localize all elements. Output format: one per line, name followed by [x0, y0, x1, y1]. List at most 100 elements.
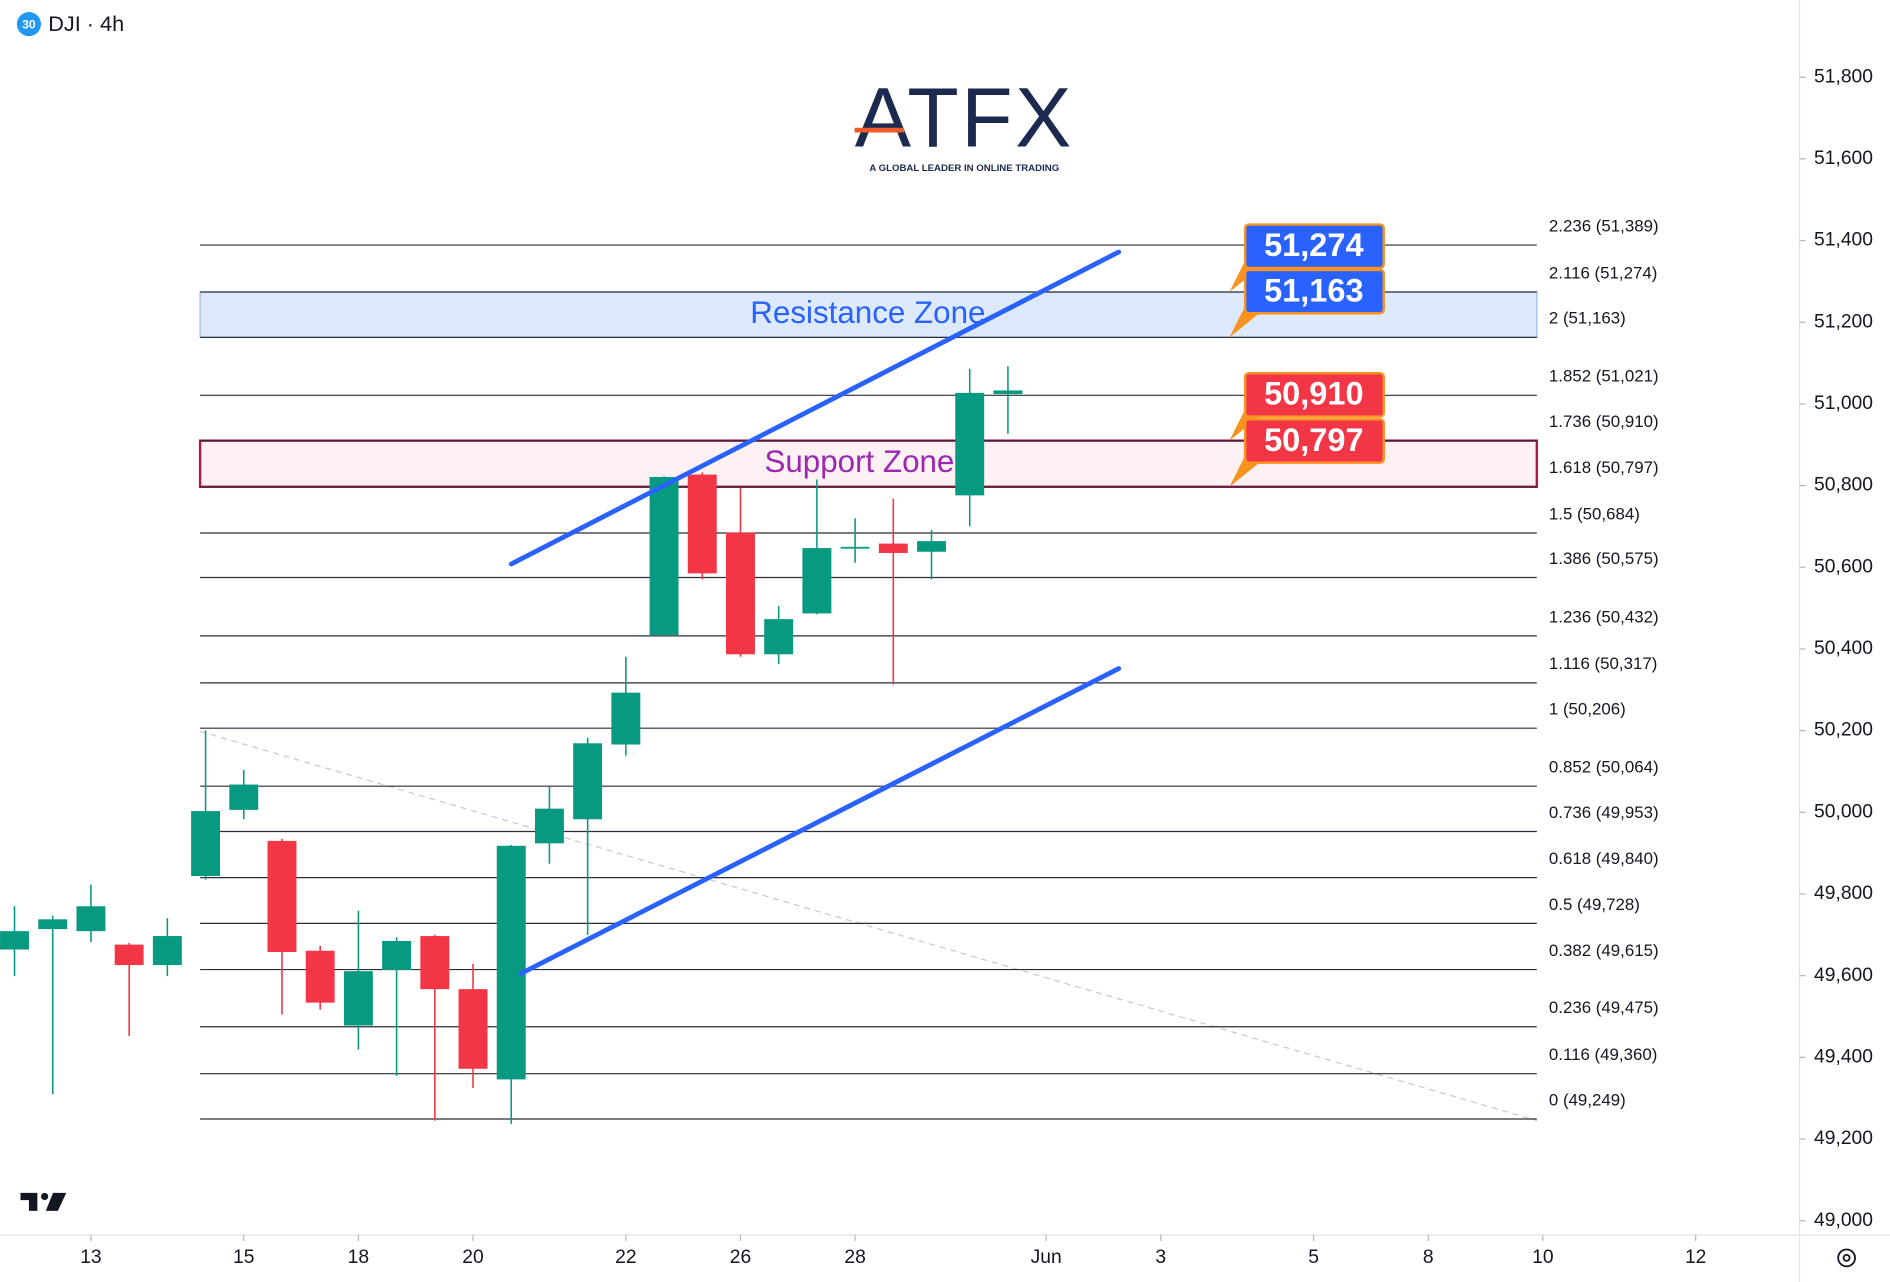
price-tag	[1243, 268, 1385, 315]
fib-label: 0.236 (49,475)	[1549, 998, 1659, 1017]
candle-body	[152, 936, 182, 966]
candle-body	[458, 989, 488, 1069]
fib-label: 2 (51,163)	[1549, 309, 1626, 328]
fib-label: 0.852 (50,064)	[1549, 758, 1659, 777]
x-tick-label: 3	[1155, 1247, 1166, 1268]
candle-body	[573, 743, 603, 820]
logo: ATFX	[855, 70, 1074, 164]
zone-label: Support Zone	[764, 444, 954, 479]
candle-body	[0, 931, 29, 950]
fib-label: 2.116 (51,274)	[1549, 263, 1657, 282]
price-tag-label: 50,910	[1264, 376, 1363, 412]
candle-body	[38, 919, 68, 930]
fib-label: 2.236 (51,389)	[1549, 216, 1659, 235]
y-tick-label: 49,600	[1814, 965, 1873, 986]
fib-label: 1.236 (50,432)	[1549, 607, 1659, 626]
x-tick-label: 13	[80, 1247, 101, 1268]
price-tag-label: 51,274	[1264, 227, 1363, 263]
y-tick-label: 49,800	[1814, 883, 1873, 904]
candle-body	[955, 392, 985, 496]
x-tick-label: 8	[1423, 1247, 1434, 1268]
fib-label: 1.736 (50,910)	[1549, 412, 1659, 431]
candle-body	[764, 619, 794, 655]
y-tick-label: 49,000	[1814, 1210, 1873, 1231]
trend-line	[508, 249, 1122, 567]
fib-label: 0.618 (49,840)	[1549, 849, 1659, 868]
candle-body	[802, 548, 832, 614]
zone-label: Resistance Zone	[750, 295, 985, 330]
logo-tagline: A GLOBAL LEADER IN ONLINE TRADING	[869, 163, 1059, 174]
price-tag	[1243, 418, 1385, 464]
plot-area: Resistance Zone Support Zone 2.236 (51,389…	[0, 216, 1659, 1124]
y-tick-label: 50,800	[1814, 475, 1873, 496]
candle-body	[305, 950, 335, 1003]
fib-label: 1.852 (51,021)	[1549, 367, 1659, 386]
candle-body	[840, 546, 870, 549]
y-tick-label: 51,600	[1814, 148, 1873, 169]
y-tick-label: 51,200	[1814, 311, 1873, 332]
fib-label: 1.386 (50,575)	[1549, 549, 1659, 568]
guide-line	[200, 730, 1538, 1122]
y-tick-label: 50,000	[1814, 801, 1873, 822]
trend-line	[518, 666, 1122, 977]
candle-body	[343, 971, 373, 1026]
x-tick-label: 22	[615, 1247, 636, 1268]
settings-center[interactable]	[1842, 1253, 1851, 1262]
candle-body	[76, 906, 106, 932]
y-tick-label: 50,600	[1814, 556, 1873, 577]
price-tag-label: 50,797	[1264, 422, 1363, 458]
badge-text: 30	[22, 17, 36, 31]
fib-label: 1.618 (50,797)	[1549, 458, 1659, 477]
candle-body	[611, 692, 641, 745]
settings-ring[interactable]	[1837, 1248, 1856, 1268]
tv-logo-part	[45, 1192, 67, 1211]
candle-body	[191, 811, 221, 877]
symbol[interactable]: DJI · 4h	[48, 11, 124, 36]
x-tick-label: 12	[1685, 1247, 1706, 1268]
x-tick-label: 20	[462, 1247, 483, 1268]
candle-body	[534, 808, 564, 844]
fib-label: 0 (49,249)	[1549, 1090, 1626, 1109]
candle-body	[382, 940, 412, 970]
candle-body	[420, 936, 450, 990]
candle-body	[993, 390, 1023, 395]
price-tag	[1243, 223, 1385, 270]
x-tick-label: 15	[233, 1247, 254, 1268]
y-tick-label: 49,200	[1814, 1128, 1873, 1149]
fib-label: 0.382 (49,615)	[1549, 941, 1659, 960]
settings-icon[interactable]	[1837, 1248, 1856, 1268]
fib-label: 1.116 (50,317)	[1549, 654, 1657, 673]
x-tick-label: 18	[348, 1247, 369, 1268]
x-tick-label: 10	[1532, 1247, 1553, 1268]
x-tick-label: 5	[1308, 1247, 1319, 1268]
candle-body	[114, 944, 144, 966]
candle-body	[726, 532, 755, 655]
y-tick-label: 49,400	[1814, 1046, 1873, 1067]
candle-body	[878, 543, 908, 553]
fib-label: 1 (50,206)	[1549, 700, 1626, 719]
candle-body	[917, 541, 946, 552]
y-tick-label: 51,000	[1814, 393, 1873, 414]
candle-body	[649, 477, 679, 636]
price-tag	[1243, 371, 1385, 418]
candle-body	[267, 840, 297, 952]
candle-body	[687, 474, 717, 574]
badge	[16, 12, 41, 37]
price-tag-label: 51,163	[1264, 272, 1363, 308]
x-tick-label: Jun	[1031, 1247, 1062, 1268]
fib-label: 0.5 (49,728)	[1549, 895, 1640, 914]
axes: 49,000 49,200 49,400 49,600 49,800 50,000 50,2…	[80, 66, 1873, 1268]
y-tick-label: 50,200	[1814, 720, 1873, 741]
x-tick-label: 26	[730, 1247, 751, 1268]
candle-body	[496, 845, 526, 1080]
fib-label: 1.5 (50,684)	[1549, 504, 1640, 523]
candle-body	[229, 784, 259, 810]
y-tick-label: 51,400	[1814, 230, 1873, 251]
tv-logo-part	[40, 1192, 49, 1201]
y-tick-label: 50,400	[1814, 638, 1873, 659]
fib-label: 0.116 (49,360)	[1549, 1045, 1657, 1064]
fib-label: 0.736 (49,953)	[1549, 803, 1659, 822]
